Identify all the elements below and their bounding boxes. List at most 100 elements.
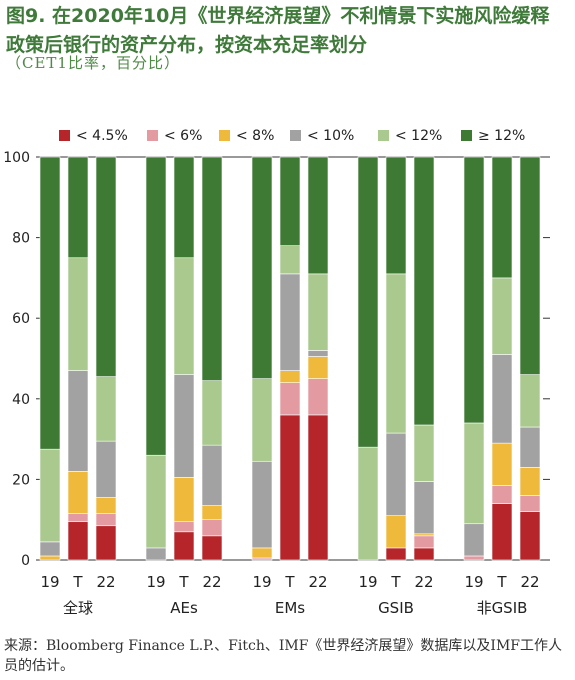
x-tick-label: 22 — [308, 573, 327, 591]
bar-segment — [463, 523, 485, 557]
bar-segment — [519, 374, 541, 428]
bar-segment — [385, 515, 407, 549]
x-tick-label: 22 — [202, 573, 221, 591]
bar-segment — [95, 440, 117, 498]
bar-segment — [67, 370, 89, 472]
bar-segment — [413, 424, 435, 482]
bar-segment — [385, 156, 407, 275]
bar-segment — [173, 477, 195, 523]
y-tick-label: 0 — [21, 553, 30, 569]
legend-swatch — [219, 130, 230, 141]
bar-segment — [519, 156, 541, 375]
x-tick-label: 19 — [252, 573, 271, 591]
legend-swatch — [461, 130, 472, 141]
bar-segment — [307, 273, 329, 351]
source-note: 来源：Bloomberg Finance L.P.、Fitch、IMF《世界经济… — [4, 638, 563, 674]
bar-segment — [201, 380, 223, 446]
legend-label: ≥ 12% — [478, 128, 525, 144]
bar-segment — [39, 156, 61, 450]
bar-segment — [413, 481, 435, 535]
bar-segment — [39, 555, 61, 561]
y-tick-label: 20 — [12, 472, 30, 488]
bar-segment — [173, 156, 195, 259]
bar-segment — [145, 454, 167, 549]
legend-label: < 12% — [395, 128, 442, 144]
y-tick-label: 60 — [12, 311, 30, 327]
bar-segment — [519, 511, 541, 561]
bar-segment — [279, 273, 301, 371]
x-tick-label: 19 — [40, 573, 59, 591]
bar-segment — [67, 513, 89, 523]
bar-segment — [145, 547, 167, 561]
x-tick-label: T — [284, 573, 295, 591]
bar-segment — [173, 531, 195, 561]
bar-segment — [173, 374, 195, 478]
bar-segment — [251, 557, 273, 561]
bar-segment — [95, 525, 117, 561]
x-tick-label: 22 — [414, 573, 433, 591]
bar-segment — [307, 414, 329, 561]
x-tick-label: 19 — [358, 573, 377, 591]
stacked-bar-chart: < 4.5% < 6% < 8% < 10% < 12% ≥ 12% 0 20 40 60 80 10… — [3, 128, 550, 617]
bar-segment — [279, 245, 301, 275]
bar-segment — [67, 257, 89, 371]
legend-swatch — [378, 130, 389, 141]
bar-segment — [279, 370, 301, 383]
x-tick-label: 19 — [146, 573, 165, 591]
legend-label: < 6% — [164, 128, 202, 144]
bar-segment — [95, 497, 117, 514]
bar-segment — [491, 442, 513, 486]
bar-segment — [95, 376, 117, 442]
y-tick-label: 100 — [3, 150, 30, 166]
x-tick-label: T — [496, 573, 507, 591]
bar-segment — [201, 505, 223, 521]
bar-segment — [463, 156, 485, 424]
bar-segment — [145, 156, 167, 456]
group-label: AEs — [170, 599, 198, 617]
bar-segment — [251, 378, 273, 462]
bar-segment — [491, 503, 513, 561]
bar-segment — [413, 156, 435, 426]
legend-swatch — [290, 130, 301, 141]
legend-swatch — [59, 130, 70, 141]
x-tick-label: T — [390, 573, 401, 591]
bar-segment — [463, 555, 485, 561]
group-label: EMs — [275, 599, 305, 617]
bar-segment — [201, 519, 223, 537]
x-tick-label: 19 — [464, 573, 483, 591]
x-tick-label: T — [72, 573, 83, 591]
x-tick-label: 22 — [96, 573, 115, 591]
bar-segment — [279, 382, 301, 416]
group-label: 非GSIB — [477, 599, 528, 617]
bar-segment — [67, 521, 89, 561]
bar-segment — [413, 535, 435, 549]
bar-segment — [357, 156, 379, 448]
bar-segment — [413, 533, 435, 537]
chart-title: 图9. 在2020年10月《世界经济展望》不利情景下实施风险缓释政策后银行的资产… — [6, 5, 550, 56]
chart-subtitle: （CET1比率，百分比） — [6, 54, 180, 72]
y-tick-label: 80 — [12, 231, 30, 247]
bar-segment — [201, 156, 223, 381]
legend-label: < 10% — [307, 128, 354, 144]
bar-segment — [385, 273, 407, 434]
bar-segment — [95, 156, 117, 377]
bar-segment — [307, 350, 329, 357]
bar-segment — [491, 485, 513, 504]
bar-segment — [519, 467, 541, 496]
bar-segment — [251, 547, 273, 559]
bar-segment — [279, 414, 301, 561]
bar-segment — [307, 378, 329, 416]
bar-segment — [491, 156, 513, 279]
bar-segment — [173, 521, 195, 533]
bar-segment — [385, 432, 407, 516]
bar-segment — [251, 156, 273, 379]
legend-label: < 4.5% — [76, 128, 128, 144]
x-tick-label: T — [178, 573, 189, 591]
bar-segment — [39, 541, 61, 557]
bar-segment — [463, 422, 485, 525]
bar-segment — [67, 156, 89, 259]
group-label: 全球 — [63, 599, 93, 617]
bar-segment — [201, 444, 223, 506]
bar-segment — [95, 513, 117, 527]
bar-segment — [173, 257, 195, 375]
